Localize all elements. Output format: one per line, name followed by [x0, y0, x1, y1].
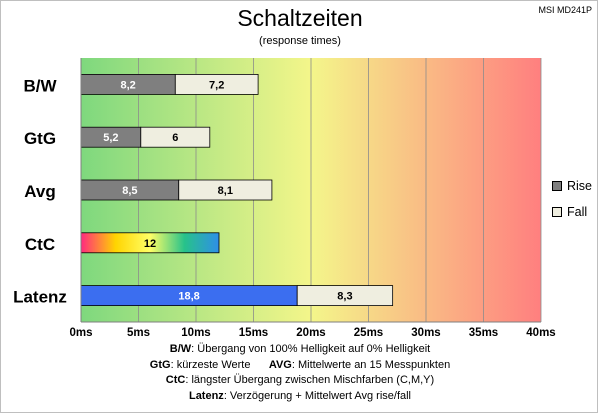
x-tick-label: 20ms	[296, 327, 325, 339]
category-label: GtG	[24, 129, 56, 148]
category-label: Avg	[24, 182, 56, 201]
x-tick-label: 0ms	[69, 327, 92, 339]
data-label-rise: 18,8	[178, 291, 199, 303]
bar-fall	[296, 285, 394, 307]
footnote-text: : längster Übergang zwischen Mischfarben…	[185, 374, 435, 386]
footnote-gtg-avg: GtG: kürzeste Werte AVG: Mittelwerte an …	[0, 358, 600, 374]
footnote-bw: B/W: Übergang von 100% Helligkeit auf 0%…	[0, 342, 600, 358]
footnote-text: : Verzögerung + Mittelwert Avg rise/fall	[223, 389, 412, 402]
footnote-latenz: Latenz: Verzögerung + Mittelwert Avg ris…	[0, 389, 600, 405]
footnote-text: : Mittelwerte an 15 Messpunkten	[291, 358, 451, 371]
legend-swatch-rise	[552, 181, 562, 191]
data-label-fall: 8,3	[337, 291, 352, 303]
x-tick-label: 15ms	[239, 327, 268, 339]
footnote-key: AVG	[268, 358, 292, 371]
footnotes: B/W: Übergang von 100% Helligkeit auf 0%…	[0, 342, 600, 404]
footnote-text: : Übergang von 100% Helligkeit auf 0% He…	[191, 343, 431, 355]
model-tag: MSI MD241P	[538, 5, 592, 15]
data-label-fall: 7,2	[209, 79, 224, 91]
legend-label-rise: Rise	[567, 179, 593, 193]
x-tick-label: 5ms	[127, 327, 150, 339]
data-label-fall: 8,1	[218, 185, 233, 197]
legend-label-fall: Fall	[567, 205, 588, 219]
data-label-rise: 8,5	[122, 185, 137, 197]
footnote-key: GtG	[149, 358, 171, 371]
x-tick-label: 40ms	[526, 327, 555, 339]
chart-title: Schaltzeiten	[237, 5, 363, 31]
data-label-fall: 6	[172, 132, 178, 144]
category-label: Latenz	[13, 288, 67, 307]
footnote-key: B/W	[169, 343, 192, 355]
bar-fall	[140, 126, 211, 148]
legend: Rise Fall	[552, 178, 592, 230]
bars: 8,2 7,2 5,2 6 8,5 8,1 12 18,8 8,3	[80, 74, 394, 307]
footnote-text: : kürzeste Werte	[170, 358, 251, 371]
axes: 0ms 5ms 10ms 15ms 20ms 25ms 30ms 35ms 40ms B/W GtG…	[13, 58, 556, 339]
x-tick-label: 10ms	[181, 327, 210, 339]
bar-fall	[178, 179, 273, 201]
category-label: B/W	[23, 76, 57, 95]
legend-item-rise: Rise	[552, 178, 592, 194]
x-tick-label: 30ms	[411, 327, 440, 339]
data-label-rise: 12	[144, 238, 156, 250]
x-tick-label: 25ms	[354, 327, 383, 339]
footnote-key: Latenz	[188, 389, 224, 402]
footnote-ctc: CtC: längster Übergang zwischen Mischfar…	[0, 373, 600, 389]
footnote-key: CtC	[165, 374, 186, 386]
category-label: CtC	[25, 235, 55, 254]
chart-subtitle: (response times)	[259, 35, 341, 47]
data-label-rise: 5,2	[103, 132, 118, 144]
legend-swatch-fall	[552, 207, 562, 217]
x-tick-label: 35ms	[469, 327, 498, 339]
legend-item-fall: Fall	[552, 204, 592, 220]
bar-fall	[174, 74, 259, 95]
data-label-rise: 8,2	[121, 79, 136, 91]
